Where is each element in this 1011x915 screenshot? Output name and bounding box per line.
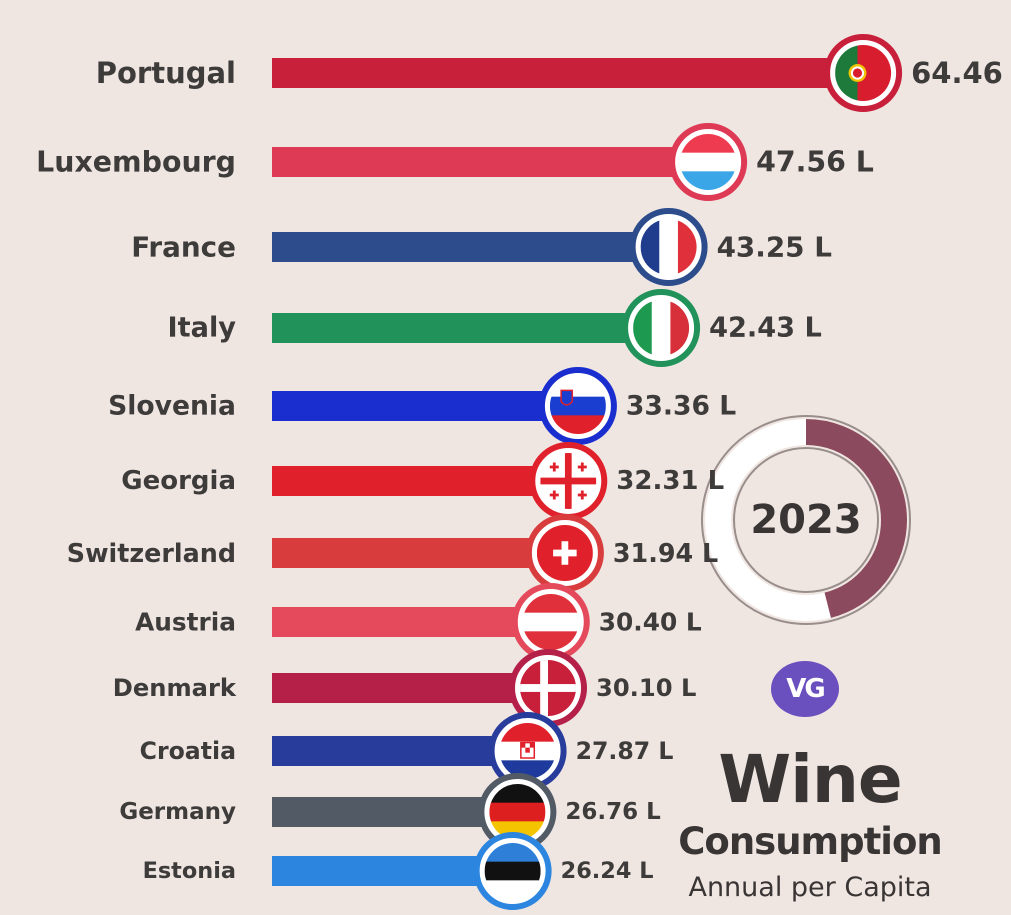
value-label: 26.76 L bbox=[565, 799, 661, 825]
ring-inner-border bbox=[733, 447, 879, 593]
bar-row-croatia bbox=[272, 712, 567, 790]
bar-estonia bbox=[272, 856, 513, 886]
denmark-flag-icon bbox=[520, 660, 577, 716]
france-flag-icon bbox=[640, 219, 697, 275]
value-label: 27.87 L bbox=[575, 737, 674, 765]
country-label: Croatia bbox=[139, 737, 236, 765]
vg-logo: VG bbox=[771, 661, 839, 717]
slovenia-flag-icon bbox=[549, 378, 606, 434]
italy-flag-icon bbox=[633, 300, 690, 356]
country-label: Portugal bbox=[95, 56, 236, 90]
bar-denmark bbox=[272, 673, 549, 703]
country-label: Luxembourg bbox=[36, 145, 236, 179]
ring-progress bbox=[705, 419, 907, 621]
bar-row-germany bbox=[272, 773, 557, 851]
bar-row-austria bbox=[272, 583, 590, 661]
bar-row-france bbox=[272, 208, 708, 286]
country-label: Italy bbox=[167, 312, 237, 344]
country-label: Georgia bbox=[121, 466, 236, 496]
value-label: 30.40 L bbox=[598, 607, 702, 637]
chart-title: Wine bbox=[718, 741, 902, 818]
bar-row-georgia bbox=[272, 442, 608, 520]
bar-portugal bbox=[272, 58, 864, 88]
bar-georgia bbox=[272, 466, 569, 496]
bar-row-switzerland bbox=[272, 514, 604, 592]
country-label: Switzerland bbox=[66, 538, 236, 568]
bar-italy bbox=[272, 313, 662, 343]
value-label: 42.43 L bbox=[709, 312, 822, 344]
bar-austria bbox=[272, 607, 551, 637]
austria-flag-icon bbox=[522, 594, 579, 650]
bar-row-estonia bbox=[272, 832, 552, 910]
country-label: France bbox=[131, 230, 236, 264]
country-label: Austria bbox=[135, 607, 236, 637]
bar-row-slovenia bbox=[272, 367, 617, 445]
value-label: 30.10 L bbox=[596, 674, 697, 702]
bar-switzerland bbox=[272, 538, 565, 568]
value-label: 32.31 L bbox=[616, 466, 725, 496]
germany-flag-icon bbox=[489, 784, 546, 840]
estonia-flag-icon bbox=[484, 843, 541, 899]
value-label: 31.94 L bbox=[612, 538, 719, 568]
bar-luxembourg bbox=[272, 147, 709, 177]
bar-row-italy bbox=[272, 289, 701, 367]
bar-row-luxembourg bbox=[272, 123, 748, 201]
bar-row-portugal bbox=[272, 34, 903, 112]
country-label: Estonia bbox=[142, 858, 236, 884]
georgia-flag-icon bbox=[540, 453, 597, 509]
value-label: 43.25 L bbox=[716, 230, 832, 264]
chart-subtitle: Consumption bbox=[678, 820, 942, 863]
chart-subtitle-secondary: Annual per Capita bbox=[688, 872, 932, 903]
bar-france bbox=[272, 232, 669, 262]
value-label: 33.36 L bbox=[625, 390, 737, 422]
bar-row-denmark bbox=[272, 649, 588, 727]
bar-germany bbox=[272, 797, 518, 827]
country-label: Slovenia bbox=[108, 390, 236, 422]
value-label: 47.56 L bbox=[756, 145, 874, 179]
bar-croatia bbox=[272, 736, 528, 766]
value-label: 64.46 L bbox=[911, 56, 1011, 90]
ring-outer-border bbox=[701, 415, 911, 625]
country-label: Germany bbox=[119, 799, 236, 825]
luxembourg-flag-icon bbox=[680, 134, 737, 190]
bar-slovenia bbox=[272, 391, 578, 421]
country-label: Denmark bbox=[112, 674, 236, 702]
value-label: 26.24 L bbox=[560, 858, 654, 884]
switzerland-flag-icon bbox=[536, 525, 593, 581]
year-label: 2023 bbox=[750, 497, 862, 543]
